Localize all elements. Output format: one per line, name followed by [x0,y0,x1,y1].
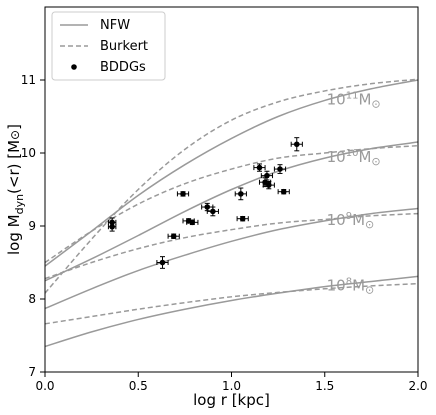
data-points [107,137,303,269]
bddg-marker [180,191,186,197]
bddg-point-9 [234,187,247,201]
bddg-point-17 [290,137,303,152]
bddg-point-4 [176,191,190,197]
mass-annotation-2: 109M⊙ [327,211,375,231]
bddg-marker [204,204,211,210]
x-axis-ticks: 0.0 0.5 1.0 1.5 2.0 [35,372,428,393]
mass-annotation-3: 108M⊙ [327,277,375,297]
bddg-point-15 [273,164,287,174]
nfw-curve-2 [44,207,419,310]
bddg-point-6 [186,219,199,226]
legend-nfw-label: NFW [100,18,130,33]
y-tick-label: 10 [21,146,36,160]
x-tick-label: 1.0 [222,379,241,393]
legend: NFW Burkert BDDGs [51,11,166,81]
bddg-point-8 [206,206,219,217]
burkert-curve-3 [44,282,419,325]
mass-annotation-0: 1011M⊙ [327,90,381,110]
burkert-curve-2 [44,212,419,280]
legend-bddgs-label: BDDGs [100,60,146,75]
nfw-curve-3 [44,275,419,348]
y-tick-label: 8 [28,292,36,306]
legend-box [51,11,166,81]
x-tick-label: 0.5 [129,379,148,393]
model-curves [44,78,419,348]
bddg-point-14 [262,180,275,190]
y-tick-label: 11 [21,73,36,87]
burkert-curve-0 [44,78,419,294]
bddg-point-11 [253,163,266,172]
bddg-marker [280,188,287,195]
nfw-curve-0 [44,79,419,267]
legend-bddgs-marker [71,64,77,70]
bddg-point-16 [277,188,290,195]
nfw-curve-1 [44,141,419,282]
bddg-point-2 [156,256,169,269]
legend-burkert-label: Burkert [100,39,148,54]
x-axis-label: log r [kpc] [193,391,270,409]
x-tick-label: 1.5 [315,379,334,393]
mass-annotation-1: 1010M⊙ [327,148,381,168]
bddg-marker [264,172,270,179]
y-tick-label: 9 [28,219,36,233]
bddg-point-10 [236,215,249,222]
bddg-marker [159,259,166,266]
bddg-marker [210,208,216,215]
bddg-marker [189,219,196,226]
bddg-marker [293,141,300,148]
bddg-marker [266,182,272,188]
bddg-marker [256,164,263,171]
bddg-point-3 [167,233,180,240]
bddg-point-1 [107,221,117,232]
y-axis-ticks: 7 8 9 10 11 [21,73,45,379]
bddg-marker [238,191,244,197]
y-axis-label: log Mdyn(<r) [M⊙] [5,124,26,255]
bddg-marker [109,223,115,230]
burkert-curve-1 [44,144,419,264]
bddg-point-13 [260,170,274,181]
bddg-marker [170,233,177,240]
x-tick-label: 2.0 [408,379,427,393]
y-tick-label: 7 [28,365,36,379]
x-tick-label: 0.0 [35,379,54,393]
bddg-marker [277,166,283,172]
mass-annotations: 1011M⊙ 1010M⊙ 109M⊙ 108M⊙ [327,90,381,296]
bddg-marker [239,215,246,222]
